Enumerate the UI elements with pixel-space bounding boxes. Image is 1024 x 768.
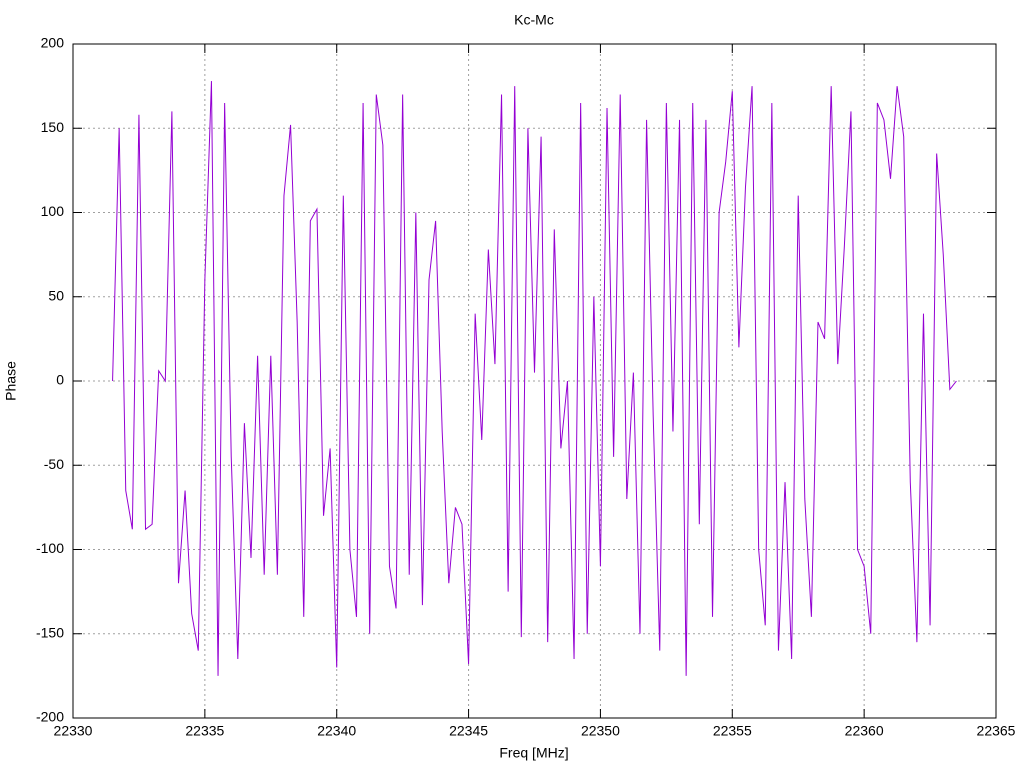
- y-tick-label: 50: [48, 287, 64, 303]
- x-tick-label: 22365: [977, 723, 1016, 739]
- y-tick-label: 150: [41, 119, 65, 135]
- x-axis-label: Freq [MHz]: [499, 745, 568, 761]
- x-tick-label: 22335: [185, 723, 224, 739]
- x-tick-label: 22355: [713, 723, 752, 739]
- y-axis-label: Phase: [3, 361, 19, 401]
- data-line: [112, 81, 957, 676]
- y-tick-label: -200: [36, 709, 64, 725]
- y-tick-label: 100: [41, 203, 65, 219]
- y-tick-label: 0: [56, 372, 64, 388]
- y-tick-label: -150: [36, 624, 64, 640]
- x-tick-label: 22350: [581, 723, 620, 739]
- plot-frame: [72, 43, 997, 719]
- y-tick-label: -50: [44, 456, 64, 472]
- y-tick-label: -100: [36, 540, 64, 556]
- x-tick-label: 22330: [54, 723, 93, 739]
- y-tick-label: 200: [41, 35, 65, 51]
- x-tick-label: 22345: [449, 723, 488, 739]
- x-tick-label: 22360: [845, 723, 884, 739]
- x-tick-label: 22340: [317, 723, 356, 739]
- chart-title: Kc-Mc: [514, 12, 554, 28]
